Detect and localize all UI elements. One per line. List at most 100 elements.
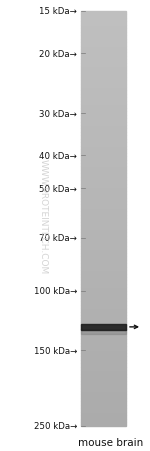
- Bar: [81, 215, 126, 219]
- Bar: [81, 112, 126, 115]
- Bar: [81, 324, 126, 330]
- Bar: [81, 126, 126, 129]
- Bar: [81, 364, 126, 367]
- Bar: [81, 357, 126, 360]
- Bar: [81, 408, 126, 412]
- Bar: [81, 246, 126, 250]
- Bar: [81, 202, 126, 205]
- Bar: [81, 226, 126, 229]
- Bar: [81, 208, 126, 212]
- Bar: [81, 236, 126, 239]
- Bar: [81, 22, 126, 26]
- Bar: [81, 377, 126, 381]
- Bar: [81, 274, 126, 277]
- Bar: [81, 108, 126, 112]
- Bar: [81, 401, 126, 405]
- Bar: [81, 329, 126, 332]
- Bar: [81, 284, 126, 288]
- Bar: [81, 129, 126, 133]
- Bar: [81, 153, 126, 156]
- Bar: [81, 26, 126, 29]
- Bar: [81, 88, 126, 91]
- Bar: [81, 267, 126, 271]
- Bar: [81, 271, 126, 274]
- Bar: [81, 74, 126, 78]
- Bar: [81, 381, 126, 384]
- Bar: [81, 243, 126, 246]
- Bar: [81, 147, 126, 150]
- Bar: [81, 133, 126, 136]
- Bar: [81, 139, 126, 143]
- Bar: [81, 374, 126, 377]
- Bar: [81, 415, 126, 419]
- Bar: [81, 388, 126, 391]
- Bar: [81, 253, 126, 257]
- Bar: [81, 43, 126, 46]
- Bar: [81, 412, 126, 415]
- Bar: [81, 405, 126, 408]
- Bar: [81, 170, 126, 174]
- Text: WWW.PROTEINTECH.COM: WWW.PROTEINTECH.COM: [39, 159, 48, 274]
- Bar: [81, 119, 126, 122]
- Bar: [81, 367, 126, 370]
- Bar: [81, 301, 126, 305]
- Bar: [81, 219, 126, 222]
- Bar: [81, 167, 126, 170]
- Bar: [81, 308, 126, 312]
- Text: 40 kDa→: 40 kDa→: [39, 152, 77, 161]
- Bar: [81, 19, 126, 22]
- Bar: [81, 195, 126, 198]
- Bar: [81, 164, 126, 167]
- Bar: [81, 212, 126, 215]
- Bar: [81, 332, 126, 336]
- Bar: [81, 105, 126, 108]
- Bar: [81, 91, 126, 95]
- Bar: [81, 312, 126, 315]
- Bar: [81, 291, 126, 295]
- Bar: [81, 46, 126, 50]
- Bar: [81, 322, 126, 326]
- Text: 20 kDa→: 20 kDa→: [39, 50, 77, 59]
- Bar: [81, 15, 126, 19]
- Bar: [81, 384, 126, 388]
- Bar: [81, 184, 126, 188]
- Bar: [81, 422, 126, 426]
- Bar: [81, 70, 126, 74]
- Bar: [81, 32, 126, 36]
- Bar: [81, 150, 126, 153]
- Bar: [81, 298, 126, 301]
- Bar: [81, 346, 126, 350]
- Bar: [81, 330, 126, 334]
- Bar: [81, 343, 126, 346]
- Bar: [81, 181, 126, 184]
- Text: mouse brain: mouse brain: [78, 437, 143, 446]
- Bar: [81, 101, 126, 105]
- Text: 50 kDa→: 50 kDa→: [39, 184, 77, 193]
- Bar: [81, 78, 126, 81]
- Bar: [81, 29, 126, 32]
- Bar: [81, 174, 126, 177]
- Bar: [81, 277, 126, 281]
- Bar: [81, 315, 126, 319]
- Text: 15 kDa→: 15 kDa→: [39, 8, 77, 16]
- Bar: [81, 156, 126, 160]
- Bar: [81, 115, 126, 119]
- Bar: [81, 222, 126, 226]
- Bar: [81, 53, 126, 57]
- Bar: [81, 250, 126, 253]
- Bar: [81, 233, 126, 236]
- Bar: [81, 177, 126, 181]
- Bar: [81, 398, 126, 401]
- Bar: [81, 160, 126, 164]
- Bar: [81, 391, 126, 395]
- Bar: [81, 257, 126, 260]
- Bar: [81, 60, 126, 64]
- Bar: [81, 229, 126, 233]
- Bar: [81, 36, 126, 40]
- Bar: [81, 205, 126, 208]
- Bar: [81, 12, 126, 15]
- Bar: [81, 57, 126, 60]
- Bar: [81, 353, 126, 357]
- Bar: [81, 288, 126, 291]
- Bar: [81, 263, 126, 267]
